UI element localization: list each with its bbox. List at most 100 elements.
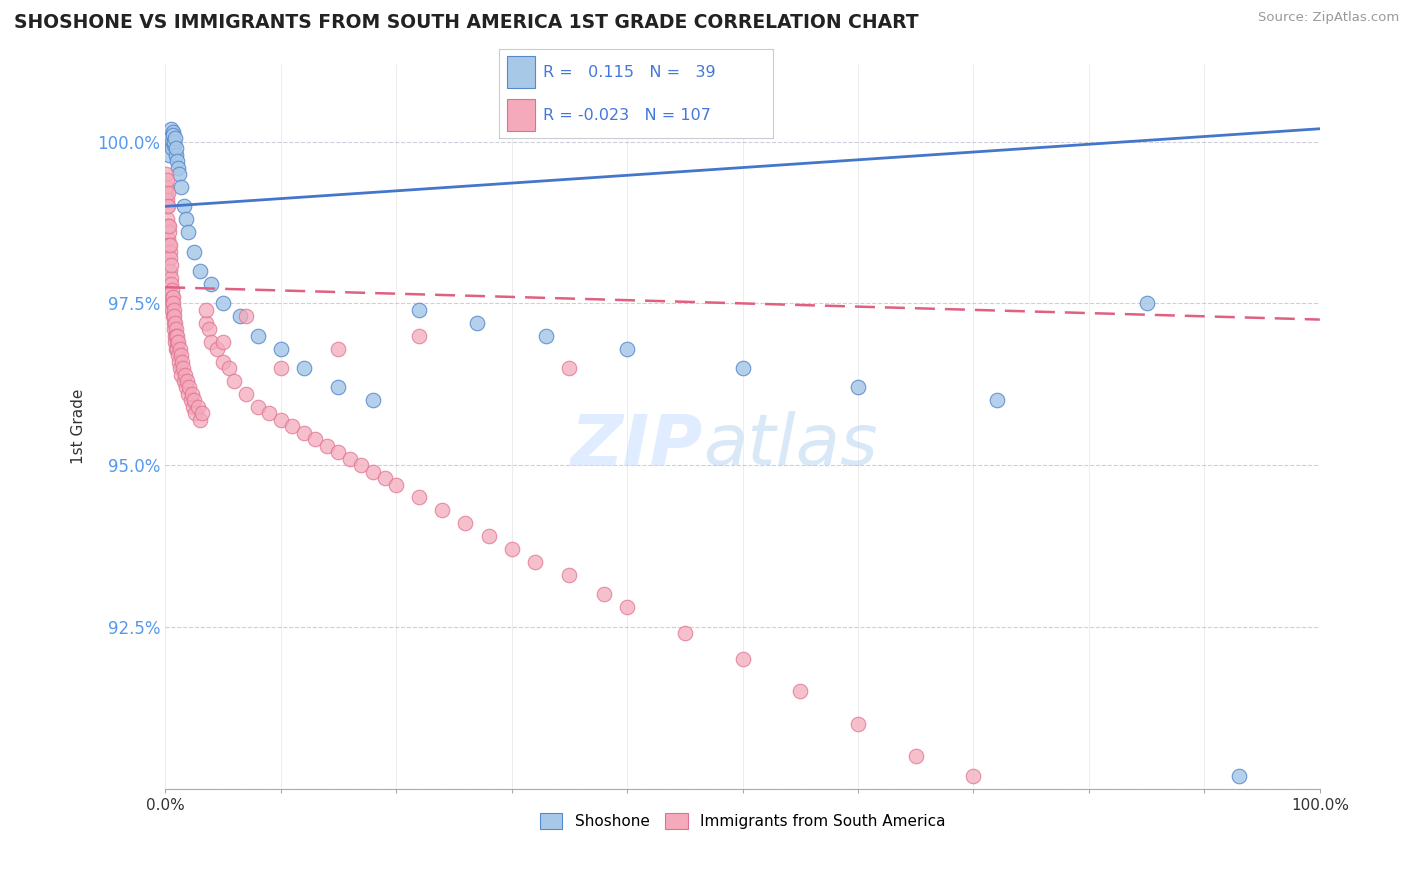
Point [181, 400, 204, 414]
Point [408, 491, 430, 505]
Point [159, 270, 181, 285]
Point [173, 374, 195, 388]
Point [257, 406, 280, 420]
Point [281, 419, 304, 434]
Point [218, 361, 240, 376]
Point [846, 380, 869, 394]
Bar [508, 56, 534, 88]
Point [170, 368, 193, 382]
Point [176, 374, 198, 388]
Point [408, 302, 430, 317]
Point [163, 302, 186, 317]
Point [180, 387, 202, 401]
Text: atlas: atlas [703, 411, 877, 481]
Point [350, 458, 373, 472]
Point [361, 393, 384, 408]
Point [235, 387, 257, 401]
Point [616, 342, 638, 356]
Point [904, 749, 927, 764]
Point [155, 167, 177, 181]
Point [163, 322, 186, 336]
Point [159, 238, 181, 252]
Point [166, 335, 188, 350]
Point [162, 290, 184, 304]
Text: R =   0.115   N =   39: R = 0.115 N = 39 [543, 65, 716, 79]
Point [157, 232, 180, 246]
Point [160, 290, 183, 304]
Point [156, 173, 179, 187]
Point [165, 147, 187, 161]
Point [194, 302, 217, 317]
Point [159, 264, 181, 278]
Point [162, 310, 184, 324]
Point [159, 251, 181, 265]
Point [157, 225, 180, 239]
Text: R = -0.023   N = 107: R = -0.023 N = 107 [543, 108, 711, 122]
Point [160, 121, 183, 136]
Point [558, 568, 581, 582]
Point [173, 368, 195, 382]
Point [454, 516, 477, 531]
Point [163, 135, 186, 149]
Point [593, 587, 616, 601]
Point [962, 768, 984, 782]
Point [157, 238, 180, 252]
Point [198, 322, 221, 336]
Point [162, 125, 184, 139]
Point [194, 316, 217, 330]
Point [846, 716, 869, 731]
Point [163, 131, 186, 145]
Point [169, 361, 191, 376]
Point [183, 393, 205, 408]
Point [270, 361, 292, 376]
Point [188, 264, 211, 278]
Point [477, 529, 499, 543]
Point [160, 296, 183, 310]
Point [159, 244, 181, 259]
Point [156, 219, 179, 233]
Point [212, 354, 235, 368]
Point [174, 212, 197, 227]
Point [160, 277, 183, 291]
Point [339, 451, 361, 466]
Point [536, 328, 558, 343]
Y-axis label: 1st Grade: 1st Grade [72, 389, 86, 464]
Point [162, 302, 184, 317]
Point [616, 600, 638, 615]
Point [292, 361, 315, 376]
Point [374, 471, 396, 485]
Point [173, 199, 195, 213]
Point [789, 684, 811, 698]
Point [174, 380, 197, 394]
Point [167, 335, 190, 350]
Bar [508, 99, 534, 131]
Point [246, 328, 269, 343]
Point [186, 400, 208, 414]
Point [673, 626, 696, 640]
Point [167, 161, 190, 175]
Point [270, 342, 292, 356]
Point [162, 316, 184, 330]
Point [523, 555, 546, 569]
Point [162, 296, 184, 310]
Point [170, 354, 193, 368]
Point [501, 542, 523, 557]
Text: SHOSHONE VS IMMIGRANTS FROM SOUTH AMERICA 1ST GRADE CORRELATION CHART: SHOSHONE VS IMMIGRANTS FROM SOUTH AMERIC… [14, 13, 918, 32]
Point [166, 328, 188, 343]
Point [188, 413, 211, 427]
Point [200, 335, 222, 350]
Point [229, 310, 252, 324]
Point [180, 393, 202, 408]
Legend: Shoshone, Immigrants from South America: Shoshone, Immigrants from South America [533, 807, 952, 835]
Point [177, 225, 200, 239]
Point [731, 361, 754, 376]
Point [986, 393, 1008, 408]
Point [165, 342, 187, 356]
Point [157, 147, 180, 161]
Point [155, 193, 177, 207]
Point [163, 328, 186, 343]
Point [167, 348, 190, 362]
Point [160, 284, 183, 298]
Point [328, 380, 350, 394]
Point [731, 652, 754, 666]
